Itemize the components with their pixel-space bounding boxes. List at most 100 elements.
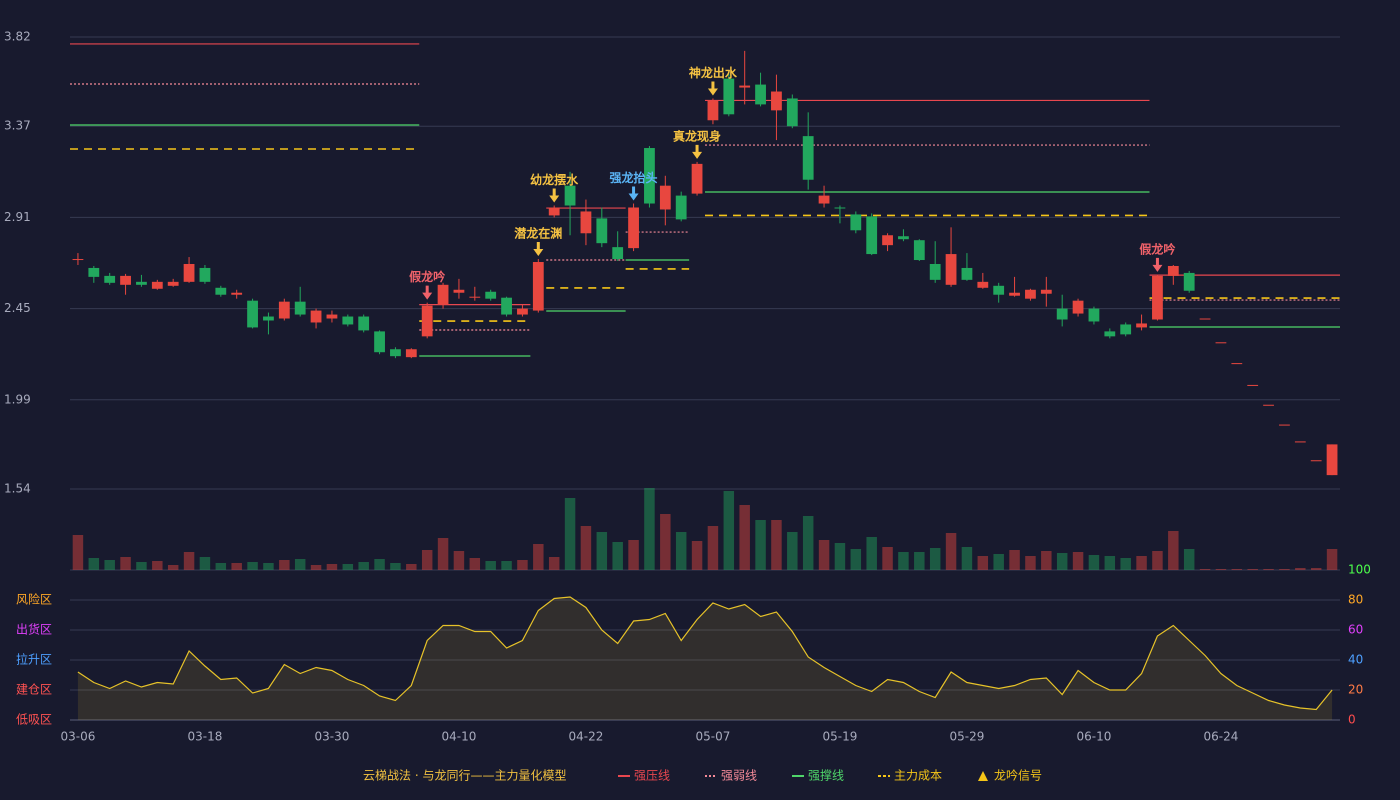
zone-label: 低吸区	[16, 713, 52, 727]
candle-body	[263, 316, 274, 321]
volume-bar	[437, 538, 449, 570]
volume-bar	[1310, 568, 1322, 570]
volume-bar	[818, 540, 830, 570]
x-tick-label: 04-22	[569, 730, 604, 744]
candle-body	[1072, 300, 1084, 314]
legend-label: 龙吟信号	[994, 768, 1042, 783]
signal-label: 假龙吟	[1139, 241, 1175, 256]
candle-body	[945, 254, 957, 285]
volume-bar	[707, 526, 719, 570]
candle-body	[374, 331, 385, 353]
candle-body	[390, 349, 401, 357]
volume-bar	[342, 564, 354, 570]
y-tick-label: 80	[1348, 593, 1363, 607]
candle-body	[755, 84, 766, 105]
signal-arrow	[549, 188, 560, 203]
volume-bar	[263, 563, 274, 570]
volume-bar	[120, 557, 131, 570]
candle-body	[1152, 275, 1163, 320]
volume-bar	[612, 542, 623, 570]
candle-body	[453, 289, 465, 293]
volume-bar	[580, 526, 592, 570]
candle-body	[183, 263, 195, 282]
volume-bar	[421, 550, 433, 570]
volume-bar	[358, 562, 369, 570]
y-tick-label: 100	[1348, 563, 1371, 577]
candle-body	[1167, 265, 1179, 276]
candle-body	[88, 267, 100, 277]
volume-bar	[977, 556, 989, 570]
candle-body	[104, 275, 116, 283]
candle-body	[1279, 424, 1290, 426]
volume-bar	[167, 565, 179, 570]
volume-bar	[787, 532, 798, 570]
x-tick-label: 03-18	[188, 730, 223, 744]
volume-bar	[945, 533, 957, 570]
candle-body	[1199, 318, 1211, 320]
y-tick-label: 1.99	[4, 392, 31, 406]
candle-body	[1247, 384, 1259, 386]
volume-bar	[1072, 552, 1084, 570]
candle-body	[564, 185, 576, 206]
volume-bar	[1168, 531, 1179, 570]
volume-bar	[929, 548, 941, 570]
candle-body	[1009, 292, 1020, 296]
candle-body	[850, 214, 862, 231]
candle-body	[675, 195, 687, 220]
candle-body	[644, 148, 655, 204]
candle-body	[1326, 444, 1338, 476]
volume-bar	[310, 565, 322, 570]
signal-label: 强龙抬头	[610, 170, 658, 185]
volume-bar	[723, 491, 735, 570]
legend-label: 强弱线	[721, 769, 757, 783]
oscillator-line	[77, 596, 1333, 711]
candle-body	[1040, 289, 1052, 294]
volume-bar	[231, 563, 242, 570]
volume-bar	[501, 561, 512, 570]
y-tick-label: 3.82	[4, 30, 31, 44]
volume-bar	[453, 551, 465, 570]
volume-bar	[485, 561, 496, 570]
oscillator-area	[77, 597, 1333, 720]
x-tick-label: 03-30	[315, 730, 350, 744]
volume-bar	[1009, 550, 1020, 570]
volume-bar	[866, 537, 877, 570]
candle-body	[628, 207, 639, 249]
volume-bar	[72, 535, 84, 570]
volume-bar	[183, 552, 195, 570]
candle-body	[72, 259, 84, 261]
signal-label: 潜龙在渊	[514, 226, 562, 241]
candle-body	[278, 301, 290, 319]
signal-label: 假龙吟	[409, 269, 445, 284]
candle-body	[231, 292, 243, 295]
candle-body	[517, 308, 528, 315]
volume-bar	[1263, 569, 1274, 570]
candle-body	[739, 85, 751, 88]
volume-bar	[914, 552, 925, 570]
candle-body	[802, 136, 814, 180]
volume-bar	[961, 547, 973, 570]
volume-bar	[850, 549, 862, 570]
volume-bar	[1104, 556, 1116, 570]
candle-body	[723, 78, 735, 115]
volume-bar	[88, 558, 100, 570]
candle-body	[1088, 308, 1100, 322]
signal-arrow	[533, 242, 544, 257]
volume-bar	[469, 558, 481, 570]
candle-body	[358, 316, 370, 331]
volume-bar	[247, 562, 258, 570]
zone-label: 拉升区	[16, 652, 52, 667]
x-tick-label: 05-07	[696, 730, 731, 744]
x-tick-label: 06-10	[1077, 730, 1112, 744]
candle-body	[834, 207, 846, 209]
volume-bar	[152, 561, 163, 570]
candle-body	[580, 211, 592, 234]
y-tick-label: 2.91	[4, 210, 31, 224]
signal-label: 神龙出水	[689, 65, 738, 80]
candle-body	[929, 263, 941, 280]
volume-bar	[199, 557, 211, 570]
volume-bar	[993, 554, 1004, 570]
volume-bar	[1247, 569, 1258, 570]
volume-bar	[1231, 569, 1243, 570]
volume-bar	[802, 516, 814, 570]
